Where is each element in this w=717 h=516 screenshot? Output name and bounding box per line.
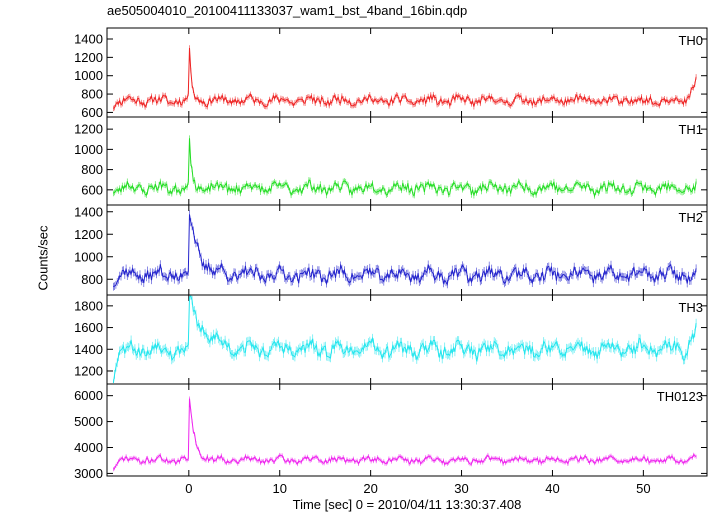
panel-label: TH1: [678, 122, 703, 137]
y-tick-label: 800: [81, 87, 103, 102]
panel-label: TH2: [678, 210, 703, 225]
series-line-th3: [112, 295, 697, 384]
panel-frame: [106, 383, 708, 477]
chart-title: ae505004010_20100411133037_wam1_bst_4ban…: [107, 3, 468, 18]
y-tick-label: 800: [81, 272, 103, 287]
x-tick-label: 50: [636, 481, 650, 496]
y-tick-label: 1800: [74, 298, 103, 313]
y-tick-label: 1200: [74, 122, 103, 137]
x-tick-label: 0: [185, 481, 192, 496]
x-axis-label: Time [sec] 0 = 2010/04/11 13:30:37.408: [292, 497, 522, 512]
x-tick-label: 20: [363, 481, 377, 496]
error-bars: [113, 135, 697, 199]
x-tick-label: 10: [272, 481, 286, 496]
series-line-th2: [113, 214, 697, 288]
x-tick-label: 40: [545, 481, 559, 496]
y-tick-label: 1400: [74, 32, 103, 47]
y-tick-label: 1000: [74, 142, 103, 157]
y-tick-label: 600: [81, 105, 103, 120]
y-tick-label: 5000: [74, 414, 103, 429]
series-line-th0: [113, 47, 697, 109]
y-tick-label: 1200: [74, 50, 103, 65]
error-bars: [113, 210, 697, 291]
y-tick-label: 4000: [74, 440, 103, 455]
series-line-th0123: [113, 398, 697, 470]
y-tick-label: 800: [81, 162, 103, 177]
y-tick-label: 3000: [74, 466, 103, 481]
panel-frame: [106, 27, 708, 118]
error-bars: [113, 296, 697, 383]
panel-label: TH0123: [657, 389, 703, 404]
y-tick-label: 1000: [74, 68, 103, 83]
panel-label: TH0: [678, 33, 703, 48]
y-tick-label: 1400: [74, 204, 103, 219]
y-tick-label: 1200: [74, 363, 103, 378]
y-tick-label: 1400: [74, 342, 103, 357]
y-tick-label: 1600: [74, 320, 103, 335]
y-tick-label: 600: [81, 182, 103, 197]
x-tick-label: 30: [454, 481, 468, 496]
panel-frame: [106, 204, 708, 296]
y-tick-label: 1000: [74, 249, 103, 264]
y-tick-label: 6000: [74, 388, 103, 403]
panel-label: TH3: [678, 300, 703, 315]
series-line-th1: [113, 138, 697, 198]
y-tick-label: 1200: [74, 227, 103, 242]
panel-frame: [106, 294, 708, 385]
